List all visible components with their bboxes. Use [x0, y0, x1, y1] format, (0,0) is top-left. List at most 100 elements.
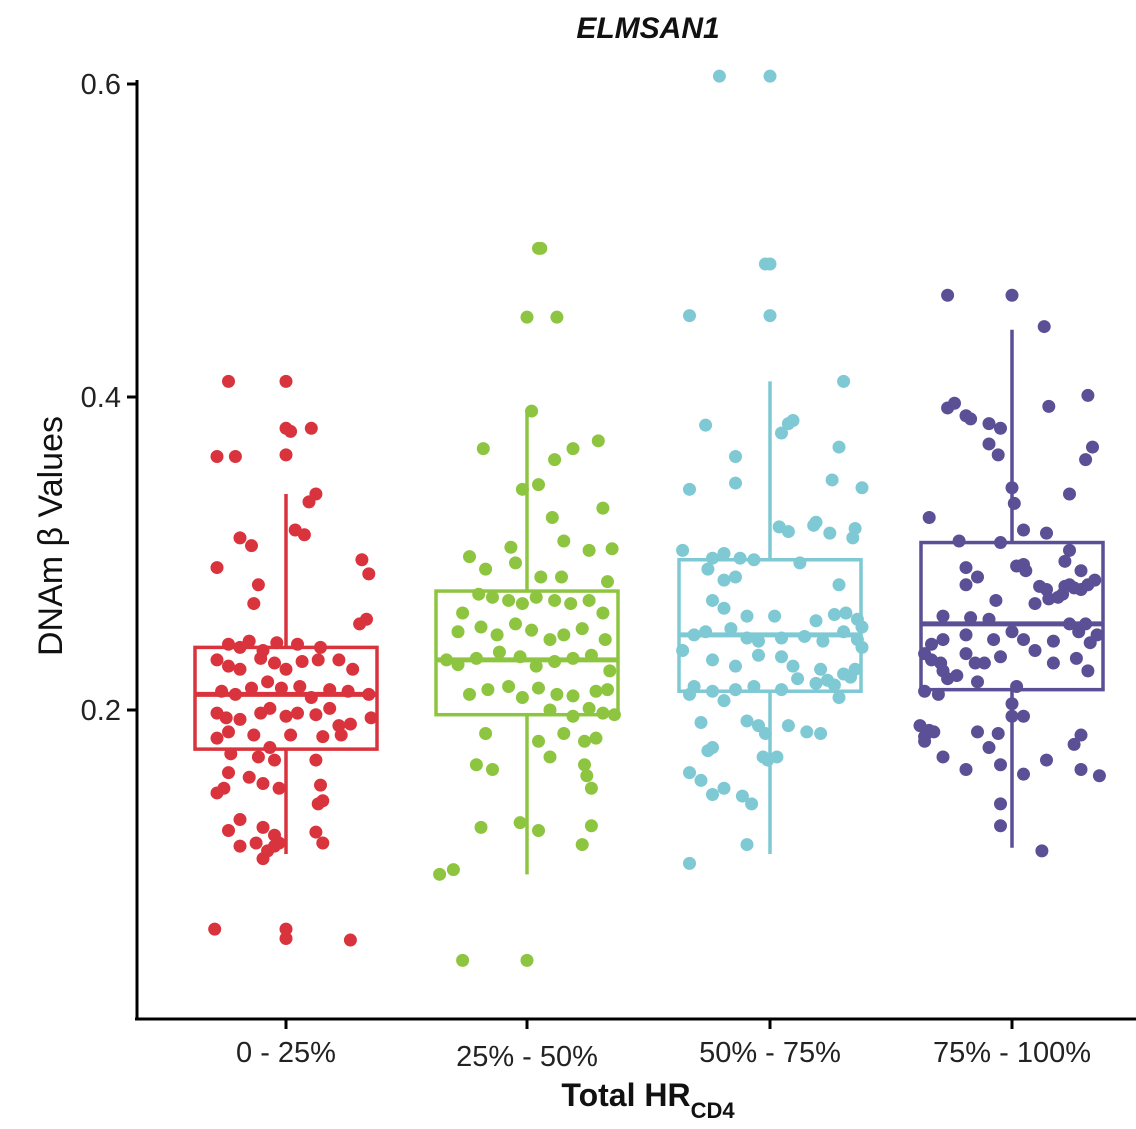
- data-point: [1040, 753, 1053, 767]
- data-point: [717, 694, 731, 708]
- data-point: [1081, 664, 1095, 678]
- data-point: [855, 640, 869, 654]
- data-point: [222, 659, 235, 673]
- data-point: [936, 609, 950, 623]
- data-point: [272, 781, 286, 795]
- data-point: [786, 413, 800, 427]
- data-point: [752, 634, 765, 648]
- data-point: [729, 659, 742, 673]
- data-point: [1010, 680, 1024, 694]
- data-point: [1056, 587, 1070, 601]
- data-point: [486, 762, 499, 776]
- data-point: [515, 482, 529, 496]
- data-point: [1063, 543, 1076, 557]
- data-point: [210, 653, 224, 667]
- data-point: [959, 578, 973, 592]
- data-point: [1005, 625, 1019, 639]
- data-point: [918, 734, 932, 748]
- data-point: [763, 309, 777, 323]
- data-point: [950, 669, 964, 683]
- data-point: [451, 658, 465, 672]
- data-point: [694, 773, 708, 787]
- data-point: [433, 867, 447, 881]
- data-point: [463, 550, 476, 564]
- data-point: [525, 404, 539, 418]
- data-point: [472, 587, 486, 601]
- data-point: [605, 542, 619, 556]
- data-point: [580, 769, 594, 783]
- data-point: [1005, 709, 1019, 723]
- data-point: [807, 518, 821, 532]
- data-point: [548, 654, 562, 668]
- data-point: [936, 633, 950, 647]
- data-point: [846, 531, 860, 545]
- data-point: [222, 824, 235, 838]
- data-point: [752, 648, 765, 662]
- data-point: [456, 953, 470, 967]
- data-point: [364, 711, 378, 725]
- data-point: [341, 684, 355, 698]
- data-point: [918, 684, 932, 698]
- data-point: [532, 734, 545, 748]
- data-point: [548, 593, 562, 607]
- data-point: [543, 633, 557, 647]
- data-point: [982, 612, 996, 626]
- data-point: [582, 543, 596, 557]
- data-point: [1046, 634, 1060, 648]
- data-point: [1074, 762, 1088, 776]
- data-point: [362, 687, 376, 701]
- data-point: [827, 678, 841, 692]
- data-point: [1079, 453, 1093, 467]
- data-point: [529, 659, 543, 673]
- data-point: [601, 683, 614, 697]
- data-point: [233, 839, 247, 853]
- data-point: [532, 681, 545, 695]
- data-point: [793, 556, 807, 570]
- data-point: [964, 412, 978, 426]
- data-point: [781, 719, 795, 733]
- data-point: [959, 628, 973, 642]
- data-point: [701, 562, 715, 576]
- y-tick-label: 0.6: [81, 69, 121, 101]
- data-point: [555, 570, 568, 584]
- data-point: [242, 770, 256, 784]
- data-point: [268, 656, 281, 670]
- data-point: [603, 664, 617, 678]
- data-point: [566, 689, 580, 703]
- data-point: [451, 625, 465, 639]
- box: [434, 589, 620, 717]
- data-point: [706, 788, 719, 802]
- data-point: [566, 442, 580, 456]
- data-point: [302, 495, 316, 509]
- data-point: [729, 476, 742, 490]
- data-point: [564, 597, 578, 611]
- data-point: [242, 634, 256, 648]
- data-point: [735, 789, 749, 803]
- data-point: [492, 645, 506, 659]
- data-point: [566, 709, 580, 723]
- data-point: [545, 511, 559, 525]
- data-point: [747, 553, 761, 567]
- data-point: [210, 786, 224, 800]
- data-point: [676, 543, 690, 557]
- data-point: [469, 758, 483, 772]
- data-point: [758, 726, 772, 740]
- data-point: [775, 650, 788, 664]
- data-point: [740, 609, 754, 623]
- data-point: [1069, 651, 1083, 665]
- data-point: [446, 863, 460, 877]
- data-point: [775, 683, 788, 697]
- data-point: [502, 680, 516, 694]
- data-point: [548, 453, 562, 467]
- data-point: [699, 625, 713, 639]
- data-point: [279, 931, 293, 945]
- data-point: [694, 716, 708, 730]
- data-point: [1046, 656, 1060, 670]
- data-point: [1092, 769, 1106, 783]
- data-point: [733, 551, 747, 565]
- data-point: [800, 725, 814, 739]
- data-point: [469, 651, 483, 665]
- data-point: [596, 606, 610, 620]
- data-point: [1007, 496, 1021, 510]
- data-point: [245, 539, 258, 553]
